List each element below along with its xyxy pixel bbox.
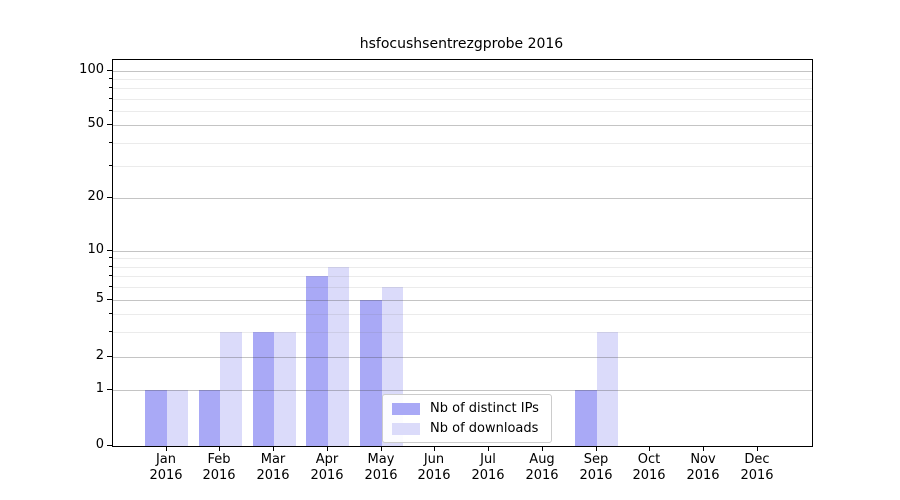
gridline-minor-9 xyxy=(113,258,812,259)
gridline-minor-6 xyxy=(113,287,812,288)
gridline-major-20 xyxy=(113,198,812,199)
y-minor-tick-mark-6 xyxy=(109,286,112,287)
bar-downloads-feb xyxy=(220,331,242,446)
y-tick-label-20: 20 xyxy=(87,189,104,204)
y-tick-label-100: 100 xyxy=(79,62,104,77)
gridline-major-10 xyxy=(113,251,812,252)
gridline-minor-8 xyxy=(113,267,812,268)
x-tick-mark-jun xyxy=(434,446,435,451)
y-tick-mark-0 xyxy=(107,445,112,446)
x-tick-mark-dec xyxy=(757,446,758,451)
legend-label-downloads: Nb of downloads xyxy=(430,421,539,436)
x-tick-label-aug: Aug 2016 xyxy=(525,452,559,483)
y-minor-tick-mark-9 xyxy=(109,257,112,258)
gridline-minor-80 xyxy=(113,88,812,89)
x-tick-mark-nov xyxy=(703,446,704,451)
legend-entry-downloads: Nb of downloads xyxy=(392,421,539,436)
x-tick-label-sep: Sep 2016 xyxy=(579,452,613,483)
gridline-minor-90 xyxy=(113,79,812,80)
gridline-major-1 xyxy=(113,390,812,391)
gridline-minor-3 xyxy=(113,332,812,333)
x-tick-label-oct: Oct 2016 xyxy=(632,452,666,483)
y-minor-tick-mark-70 xyxy=(109,98,112,99)
y-tick-label-50: 50 xyxy=(87,116,104,131)
x-tick-mark-oct xyxy=(649,446,650,451)
bar-distinct-ips-feb xyxy=(198,390,221,446)
gridline-minor-4 xyxy=(113,314,812,315)
bar-distinct-ips-apr xyxy=(306,276,328,446)
x-tick-label-nov: Nov 2016 xyxy=(686,452,720,483)
gridline-major-100 xyxy=(113,71,812,72)
y-tick-label-1: 1 xyxy=(95,381,104,396)
bar-downloads-sep xyxy=(596,331,618,446)
x-tick-label-jan: Jan 2016 xyxy=(149,452,183,483)
plot-area: Nb of distinct IPs Nb of downloads xyxy=(112,59,813,447)
x-tick-mark-jul xyxy=(488,446,489,451)
bar-distinct-ips-may xyxy=(360,300,382,446)
x-tick-mark-may xyxy=(381,446,382,451)
bar-distinct-ips-jan xyxy=(145,390,167,446)
y-tick-label-10: 10 xyxy=(87,242,104,257)
bar-distinct-ips-sep xyxy=(575,390,597,446)
y-minor-tick-mark-80 xyxy=(109,87,112,88)
x-tick-label-apr: Apr 2016 xyxy=(310,452,344,483)
x-tick-mark-aug xyxy=(542,446,543,451)
y-minor-tick-mark-3 xyxy=(109,331,112,332)
gridline-minor-30 xyxy=(113,166,812,167)
legend-entry-distinct-ips: Nb of distinct IPs xyxy=(392,401,539,416)
chart-title: hsfocushsentrezgprobe 2016 xyxy=(359,36,564,52)
y-tick-mark-100 xyxy=(107,70,112,71)
x-tick-label-feb: Feb 2016 xyxy=(202,452,236,483)
x-tick-mark-apr xyxy=(327,446,328,451)
y-minor-tick-mark-90 xyxy=(109,78,112,79)
gridline-major-5 xyxy=(113,300,812,301)
bar-downloads-apr xyxy=(327,266,350,446)
y-tick-mark-10 xyxy=(107,250,112,251)
gridline-major-50 xyxy=(113,125,812,126)
legend: Nb of distinct IPs Nb of downloads xyxy=(382,394,552,443)
x-tick-mark-mar xyxy=(273,446,274,451)
legend-swatch-downloads xyxy=(392,422,420,435)
x-tick-label-dec: Dec 2016 xyxy=(740,452,774,483)
y-minor-tick-mark-30 xyxy=(109,165,112,166)
x-tick-mark-feb xyxy=(219,446,220,451)
gridline-minor-70 xyxy=(113,99,812,100)
y-tick-label-5: 5 xyxy=(95,291,104,306)
y-minor-tick-mark-4 xyxy=(109,313,112,314)
y-tick-mark-2 xyxy=(107,356,112,357)
x-tick-mark-jan xyxy=(166,446,167,451)
x-tick-label-may: May 2016 xyxy=(364,452,398,483)
gridline-minor-7 xyxy=(113,276,812,277)
y-minor-tick-mark-7 xyxy=(109,275,112,276)
legend-swatch-distinct-ips xyxy=(392,402,420,415)
y-tick-mark-1 xyxy=(107,389,112,390)
y-tick-mark-50 xyxy=(107,124,112,125)
y-minor-tick-mark-40 xyxy=(109,142,112,143)
gridline-minor-40 xyxy=(113,143,812,144)
gridline-minor-60 xyxy=(113,111,812,112)
x-tick-mark-sep xyxy=(596,446,597,451)
gridline-major-2 xyxy=(113,357,812,358)
y-minor-tick-mark-8 xyxy=(109,266,112,267)
x-tick-label-mar: Mar 2016 xyxy=(256,452,290,483)
bar-distinct-ips-mar xyxy=(252,331,274,446)
x-tick-label-jun: Jun 2016 xyxy=(417,452,451,483)
y-tick-mark-20 xyxy=(107,197,112,198)
x-tick-label-jul: Jul 2016 xyxy=(471,452,505,483)
legend-label-distinct-ips: Nb of distinct IPs xyxy=(430,401,539,416)
y-tick-label-2: 2 xyxy=(95,348,104,363)
y-tick-label-0: 0 xyxy=(95,437,104,452)
bar-downloads-mar xyxy=(274,331,296,446)
bar-downloads-jan xyxy=(166,390,188,446)
y-minor-tick-mark-60 xyxy=(109,110,112,111)
y-tick-mark-5 xyxy=(107,299,112,300)
